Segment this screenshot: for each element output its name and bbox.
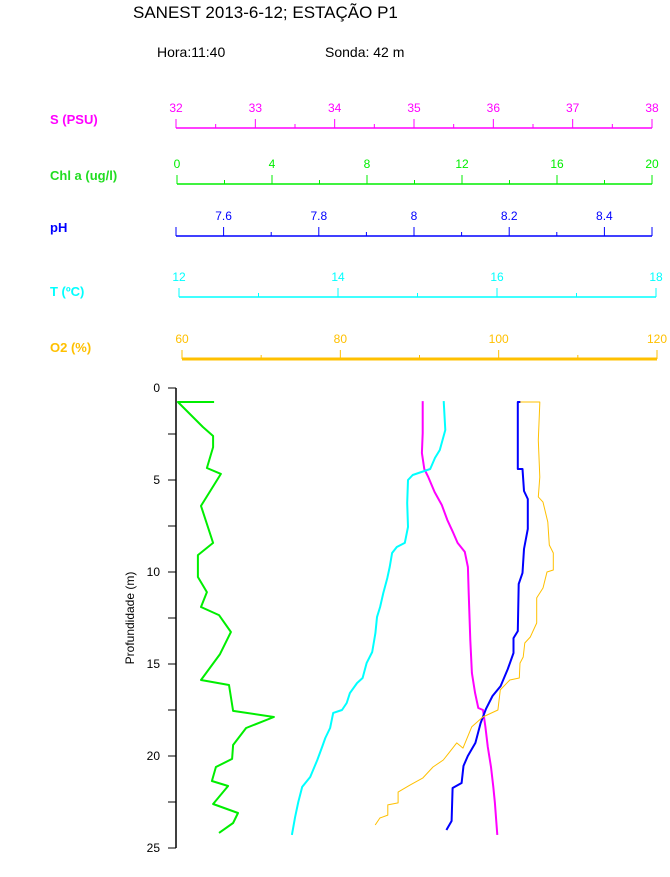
axis-label-s: S (PSU) [50,112,98,127]
variable-axes: S (PSU) 32 33 34 35 36 37 38 Chl a (ug/l) 0 4 8 12 16… [50,101,667,361]
axis-t: T (ºC) 12 14 16 18 [50,270,663,299]
sonda-label: Sonda: 42 m [325,44,404,60]
tick-label: 4 [269,157,276,171]
tick-label: 8 [364,157,371,171]
axis-chl: Chl a (ug/l) 0 4 8 12 16 20 [50,157,659,185]
tick-label: 37 [566,101,580,115]
axis-label-o2: O2 (%) [50,340,91,355]
axis-s: S (PSU) 32 33 34 35 36 37 38 [50,101,659,129]
tick-label: 34 [328,101,342,115]
y-tick-label: 0 [153,381,160,395]
tick-label: 36 [487,101,501,115]
tick-label: 8.4 [596,209,613,223]
tick-label: 18 [649,270,663,284]
tick-label: 7.6 [215,209,232,223]
tick-label: 16 [490,270,504,284]
tick-label: 8 [411,209,418,223]
series-line-chl [176,401,275,834]
y-axis-label: Profundidade (m) [123,572,137,665]
tick-label: 0 [174,157,181,171]
chart-title: SANEST 2013-6-12; ESTAÇÃO P1 [133,3,398,22]
tick-label: 8.2 [501,209,518,223]
series-lines [176,401,554,836]
y-tick-label: 15 [147,657,161,671]
axis-label-ph: pH [50,220,67,235]
axis-o2: O2 (%) 60 80 100 120 [50,332,667,361]
series-line-ph [445,401,529,831]
y-tick-label: 25 [147,841,161,855]
tick-label: 120 [647,332,667,346]
tick-label: 16 [550,157,564,171]
tick-label: 33 [249,101,263,115]
tick-label: 38 [645,101,659,115]
axis-label-t: T (ºC) [50,284,84,299]
series-line-s [420,401,499,835]
depth-axis: 0 5 10 15 20 25 [147,381,177,855]
series-line-o2 [374,401,554,826]
tick-label: 12 [455,157,469,171]
tick-label: 14 [331,270,345,284]
y-tick-label: 5 [153,473,160,487]
y-tick-label: 20 [147,749,161,763]
tick-label: 100 [489,332,509,346]
tick-label: 12 [172,270,186,284]
tick-label: 35 [407,101,421,115]
tick-label: 60 [175,332,189,346]
axis-label-chl: Chl a (ug/l) [50,168,117,183]
tick-label: 32 [169,101,183,115]
tick-label: 20 [645,157,659,171]
tick-label: 7.8 [310,209,327,223]
y-tick-label: 10 [147,565,161,579]
axis-ph: pH 7.6 7.8 8 8.2 8.4 [50,209,653,237]
series-line-t [290,401,447,836]
hora-label: Hora:11:40 [157,44,225,60]
tick-label: 80 [334,332,348,346]
